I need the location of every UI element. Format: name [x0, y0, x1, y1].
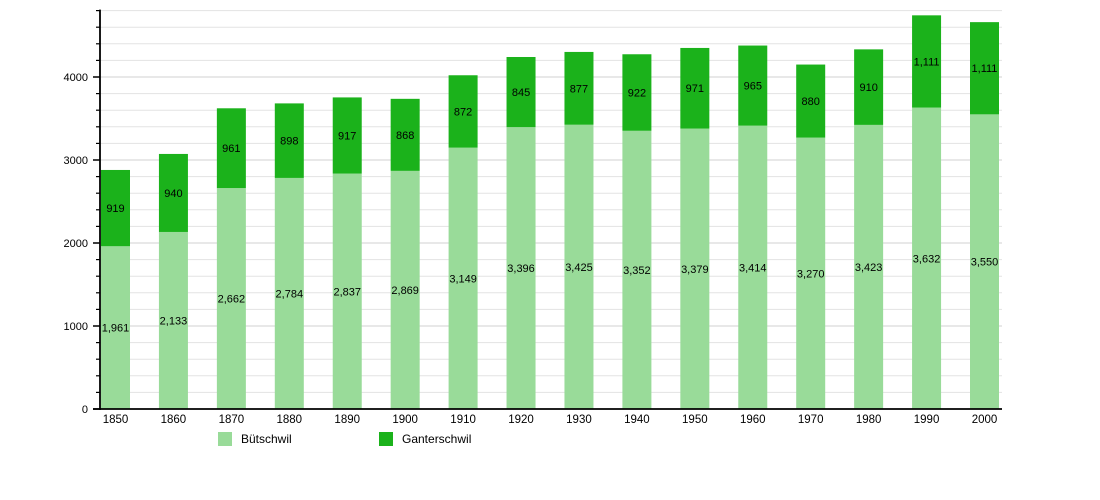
bar-segment-ganterschwil-1870	[216, 108, 246, 189]
x-tick-label: 1880	[277, 414, 303, 426]
bar-value-label-butschwil: 3,149	[449, 273, 477, 285]
bar-segment-ganterschwil-1910	[448, 75, 478, 148]
bar-value-label-ganterschwil: 868	[396, 130, 414, 142]
bar-segment-butschwil-1980	[854, 124, 884, 410]
bar-segment-butschwil-1890	[332, 173, 362, 409]
bar-value-label-butschwil: 1,961	[102, 323, 130, 335]
bar-value-label-ganterschwil: 917	[338, 130, 356, 142]
bar-segment-ganterschwil-1980	[854, 49, 884, 125]
x-tick-label: 1850	[103, 414, 129, 426]
bar-segment-butschwil-1880	[274, 177, 304, 409]
bar-value-label-ganterschwil: 1,111	[914, 56, 940, 68]
bar-segment-ganterschwil-1850	[101, 169, 130, 247]
legend-item-ganterschwil: Ganterschwil	[379, 431, 471, 447]
x-tick-label: 1890	[334, 414, 360, 426]
legend-item-butschwil: Bütschwil	[218, 431, 292, 447]
x-tick-label: 1920	[508, 414, 534, 426]
legend-label-ganterschwil: Ganterschwil	[402, 432, 472, 446]
y-tick-label: 1000	[64, 321, 88, 333]
x-tick-label: 1960	[740, 414, 766, 426]
bar-value-label-ganterschwil: 872	[454, 106, 472, 118]
bar-segment-butschwil-1950	[680, 128, 710, 409]
bar-value-label-ganterschwil: 910	[859, 82, 877, 94]
bar-segment-ganterschwil-1990	[912, 15, 942, 108]
butschwil-color-swatch	[218, 432, 232, 446]
x-tick-label: 1900	[392, 414, 418, 426]
bar-value-label-butschwil: 3,550	[971, 257, 999, 269]
bar-value-label-butschwil: 3,396	[507, 263, 535, 275]
bar-segment-ganterschwil-1890	[332, 97, 362, 174]
bar-segment-butschwil-1910	[448, 147, 478, 409]
x-tick-label: 1990	[914, 414, 940, 426]
x-tick-label: 1860	[161, 414, 187, 426]
bar-segment-ganterschwil-1880	[274, 103, 304, 178]
bar-segment-ganterschwil-1950	[680, 47, 710, 129]
bar-value-label-ganterschwil: 898	[280, 136, 298, 148]
x-tick-label: 2000	[972, 414, 998, 426]
bar-value-label-ganterschwil: 922	[628, 88, 646, 100]
bar-value-label-butschwil: 3,423	[855, 262, 883, 274]
bar-segment-butschwil-1930	[564, 124, 594, 409]
bar-value-label-butschwil: 2,784	[276, 288, 304, 300]
bar-segment-ganterschwil-1920	[506, 56, 536, 128]
bar-value-label-butschwil: 2,133	[160, 315, 188, 327]
y-tick-label: 4000	[64, 72, 88, 84]
bar-value-label-butschwil: 3,270	[797, 268, 825, 280]
bar-segment-ganterschwil-1900	[390, 98, 420, 171]
x-tick-label: 1940	[624, 414, 650, 426]
bar-segment-butschwil-1940	[622, 130, 652, 409]
bar-value-label-butschwil: 2,662	[218, 294, 246, 306]
bar-segment-butschwil-1870	[216, 188, 246, 409]
x-tick-label: 1930	[566, 414, 592, 426]
bar-segment-butschwil-1990	[912, 107, 942, 409]
legend-label-butschwil: Bütschwil	[241, 432, 292, 446]
x-tick-label: 1980	[856, 414, 882, 426]
bar-value-label-butschwil: 3,414	[739, 262, 767, 274]
bar-segment-butschwil-1900	[390, 170, 420, 409]
bar-segment-butschwil-1970	[796, 137, 826, 409]
bar-value-label-butschwil: 3,379	[681, 264, 709, 276]
bar-segment-butschwil-1850	[101, 246, 130, 409]
bar-value-label-ganterschwil: 971	[686, 83, 704, 95]
bar-segment-butschwil-2000	[969, 114, 999, 409]
x-tick-label: 1970	[798, 414, 824, 426]
x-tick-label: 1910	[450, 414, 476, 426]
bar-segment-ganterschwil-1860	[158, 153, 188, 232]
bar-segment-butschwil-1860	[158, 231, 188, 409]
y-tick-label: 2000	[64, 238, 88, 250]
bar-segment-butschwil-1920	[506, 127, 536, 409]
bar-segment-ganterschwil-1940	[622, 54, 652, 131]
bar-value-label-ganterschwil: 877	[570, 83, 588, 95]
bar-value-label-butschwil: 3,352	[623, 265, 651, 277]
y-tick-label: 0	[82, 404, 88, 416]
bar-value-label-butschwil: 3,632	[913, 253, 941, 265]
chart-legend: Bütschwil Ganterschwil	[0, 431, 1100, 451]
bar-value-label-ganterschwil: 845	[512, 87, 530, 99]
bar-segment-ganterschwil-1930	[564, 51, 594, 125]
bar-segment-ganterschwil-1960	[738, 45, 768, 126]
ganterschwil-color-swatch	[379, 432, 393, 446]
x-tick-label: 1870	[219, 414, 245, 426]
bar-segment-butschwil-1960	[738, 125, 768, 409]
y-tick-label: 3000	[64, 155, 88, 167]
x-tick-label: 1950	[682, 414, 708, 426]
bar-value-label-ganterschwil: 1,111	[972, 63, 998, 75]
bar-segment-ganterschwil-2000	[969, 22, 999, 115]
bar-value-label-butschwil: 2,837	[333, 286, 361, 298]
bar-value-label-ganterschwil: 961	[222, 143, 240, 155]
bar-value-label-ganterschwil: 940	[164, 188, 182, 200]
bar-value-label-ganterschwil: 880	[802, 96, 820, 108]
bar-value-label-ganterschwil: 965	[744, 81, 762, 93]
bar-value-label-butschwil: 2,869	[391, 285, 419, 297]
bar-segment-ganterschwil-1970	[796, 64, 826, 138]
bar-value-label-ganterschwil: 919	[106, 203, 124, 215]
bar-value-label-butschwil: 3,425	[565, 262, 593, 274]
